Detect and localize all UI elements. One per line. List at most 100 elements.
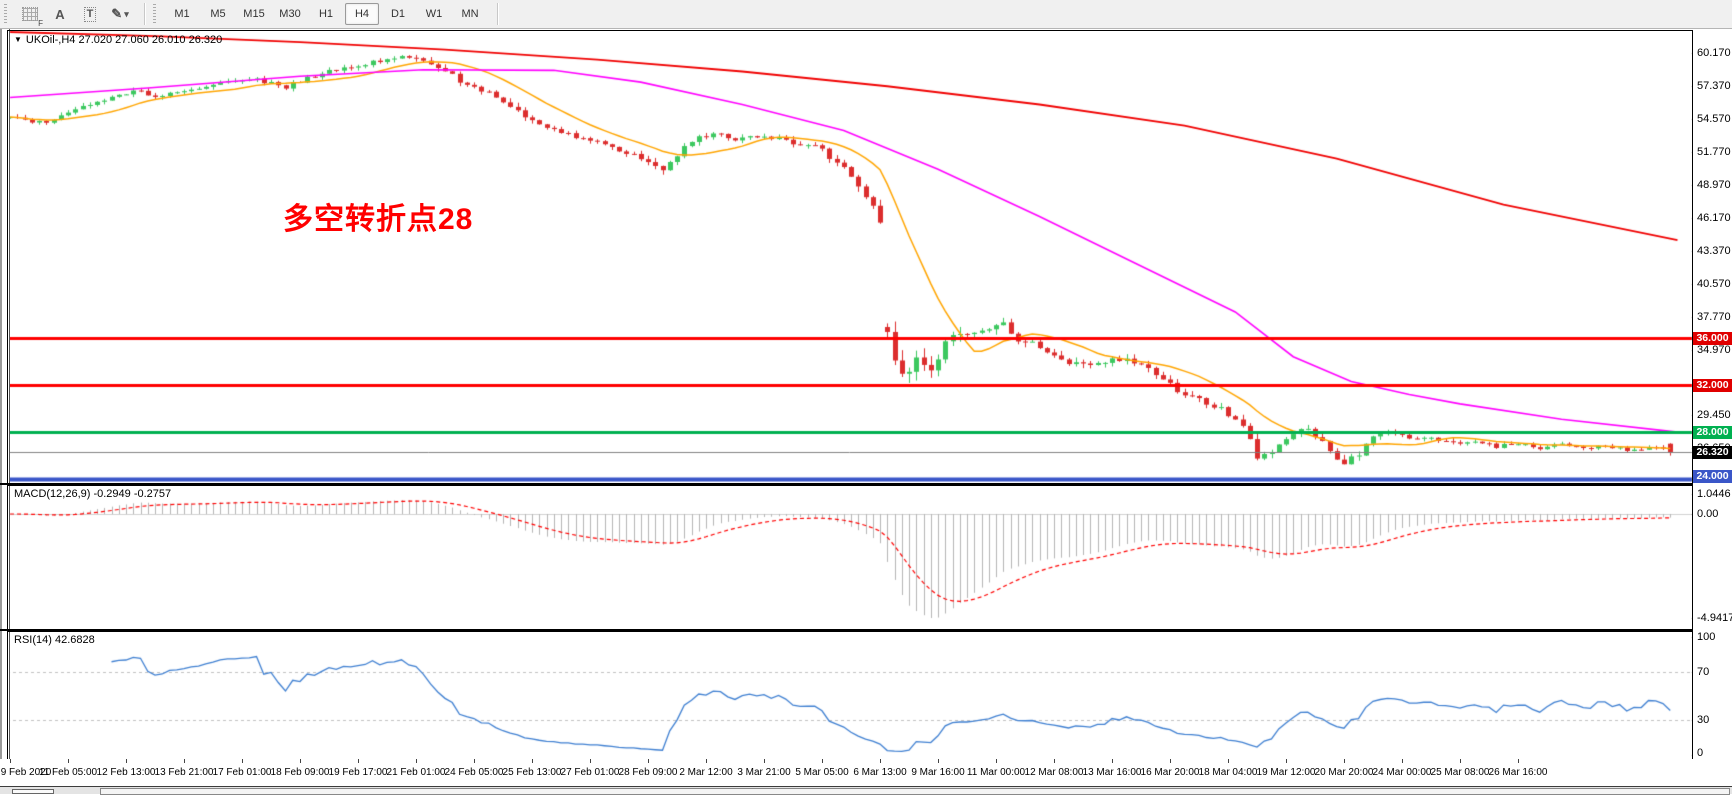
date-tick-mark [822, 759, 823, 763]
price-badge-24.000: 24.000 [1693, 470, 1732, 483]
date-label: 26 Mar 16:00 [1488, 767, 1548, 778]
price-tick-label: 34.970 [1697, 344, 1731, 356]
chart-annotation-text[interactable]: 多空转折点28 [283, 203, 474, 236]
timeframe-button-m15[interactable]: M15 [243, 8, 265, 20]
drawing-tools-group: F A T ✎ ▾ [9, 0, 141, 28]
date-label: 25 Feb 13:00 [502, 767, 562, 778]
toolbar-grip[interactable] [4, 4, 7, 24]
price-tick-label: 37.770 [1697, 311, 1731, 323]
rsi-splitter[interactable] [0, 629, 1732, 631]
macd-tick-label: 1.0446 [1697, 488, 1731, 500]
date-label: 20 Mar 20:00 [1314, 767, 1374, 778]
price-tick-label: 29.450 [1697, 409, 1731, 421]
date-label: 21 Feb 01:00 [386, 767, 446, 778]
date-label: 24 Mar 00:00 [1372, 767, 1432, 778]
timeframe-button-w1[interactable]: W1 [425, 8, 443, 20]
date-label: 2 Mar 12:00 [679, 767, 733, 778]
date-label: 3 Mar 21:00 [737, 767, 791, 778]
date-tick-mark [1286, 759, 1287, 763]
scrollbar-thumb[interactable] [12, 789, 54, 794]
scrollbar-track[interactable] [100, 788, 1730, 795]
date-label: 13 Mar 16:00 [1082, 767, 1142, 778]
date-tick-mark [1170, 759, 1171, 763]
timeframe-button-m5[interactable]: M5 [210, 8, 226, 20]
price-tick-label: 57.370 [1697, 80, 1731, 92]
date-label: 24 Feb 05:00 [444, 767, 504, 778]
price-badge-32.000: 32.000 [1693, 379, 1732, 392]
date-label: 9 Mar 16:00 [911, 767, 965, 778]
price-tick-label: 43.370 [1697, 245, 1731, 257]
date-label: 17 Feb 01:00 [212, 767, 272, 778]
timeframe-button-m1[interactable]: M1 [174, 8, 190, 20]
date-label: 16 Mar 20:00 [1140, 767, 1200, 778]
date-tick-mark [1460, 759, 1461, 763]
styler-glyph: ✎ [111, 6, 123, 21]
price-tick-label: 48.970 [1697, 179, 1731, 191]
date-tick-mark [648, 759, 649, 763]
date-tick-mark [880, 759, 881, 763]
date-label: 11 Mar 00:00 [966, 767, 1026, 778]
time-axis[interactable]: 9 Feb 2020 11 Feb 05:00 12 Feb 13:00 13 Feb… [0, 759, 1732, 786]
date-tick-mark [1054, 759, 1055, 763]
date-tick-mark [1228, 759, 1229, 763]
timeframe-button-d1[interactable]: D1 [390, 8, 406, 20]
timeframe-button-h1[interactable]: H1 [318, 8, 334, 20]
date-tick-mark [68, 759, 69, 763]
timeframe-group: M1 M5 M15 M30 H1 H4 D1 W1 MN [158, 0, 494, 28]
timeframe-button-h4[interactable]: H4 [345, 3, 379, 25]
macd-tick-label: -4.9417 [1697, 612, 1732, 624]
grid-f-icon[interactable]: F [17, 2, 43, 28]
date-label: 9 Feb 2020 [0, 767, 52, 778]
price-tick-label: 51.770 [1697, 146, 1731, 158]
date-label: 19 Mar 12:00 [1256, 767, 1316, 778]
text-box-icon[interactable]: T [77, 2, 103, 26]
price-tick-label: 40.570 [1697, 278, 1731, 290]
date-tick-mark [184, 759, 185, 763]
date-label: 28 Feb 09:00 [618, 767, 678, 778]
date-tick-mark [1518, 759, 1519, 763]
timeframe-button-m30[interactable]: M30 [279, 8, 301, 20]
rsi-tick-label: 0 [1697, 747, 1704, 759]
grid-glyph [22, 7, 38, 21]
toolbar-grip-2[interactable] [153, 4, 156, 24]
dropdown-caret-icon[interactable]: ▾ [124, 8, 129, 19]
date-label: 27 Feb 01:00 [560, 767, 620, 778]
toolbar-separator-2 [497, 3, 499, 25]
date-label: 18 Feb 09:00 [270, 767, 330, 778]
date-tick-mark [1112, 759, 1113, 763]
timeframe-button-mn[interactable]: MN [461, 8, 479, 20]
price-tick-label: 46.170 [1697, 212, 1731, 224]
macd-splitter[interactable] [0, 483, 1732, 485]
price-badge-28.000: 28.000 [1693, 426, 1732, 439]
price-badge-36.000: 36.000 [1693, 332, 1732, 345]
date-tick-mark [358, 759, 359, 763]
price-axis[interactable] [1693, 28, 1732, 786]
macd-tick-label: 0.00 [1697, 508, 1719, 520]
date-label: 13 Feb 21:00 [154, 767, 214, 778]
date-tick-mark [590, 759, 591, 763]
date-tick-mark [1402, 759, 1403, 763]
styler-icon[interactable]: ✎ ▾ [107, 2, 133, 26]
text-label-icon[interactable]: A [55, 6, 65, 22]
date-tick-mark [416, 759, 417, 763]
date-tick-mark [996, 759, 997, 763]
date-tick-mark [1344, 759, 1345, 763]
date-label: 6 Mar 13:00 [853, 767, 907, 778]
date-label: 19 Feb 17:00 [328, 767, 388, 778]
date-tick-mark [242, 759, 243, 763]
date-label: 18 Mar 04:00 [1198, 767, 1258, 778]
date-tick-mark [938, 759, 939, 763]
collapse-icon[interactable]: ▼ [14, 35, 22, 44]
rsi-tick-label: 100 [1697, 631, 1716, 643]
rsi-tick-label: 30 [1697, 714, 1710, 726]
date-label: 11 Feb 05:00 [38, 767, 98, 778]
date-label: 25 Mar 08:00 [1430, 767, 1490, 778]
toolbar-separator [144, 3, 146, 25]
date-label: 5 Mar 05:00 [795, 767, 849, 778]
date-tick-mark [10, 759, 11, 763]
toolbar: F A T ✎ ▾ M1 M5 M15 M30 H1 H4 D1 W1 MN [0, 0, 1732, 29]
price-badge-26.320: 26.320 [1693, 446, 1732, 459]
chart-title[interactable]: ▼ UKOil-,H4 27.020 27.060 26.010 26.320 [14, 34, 222, 46]
